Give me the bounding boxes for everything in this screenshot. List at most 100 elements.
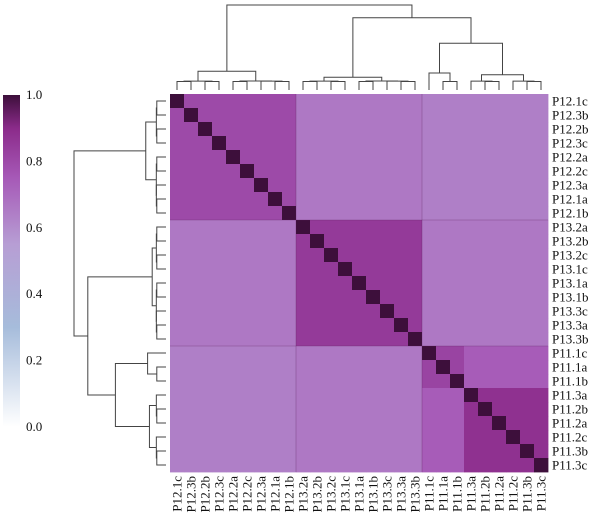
heatmap-cell [506, 276, 521, 291]
heatmap-cell [184, 430, 199, 445]
heatmap-cell [296, 248, 311, 263]
heatmap-cell [212, 318, 227, 333]
heatmap-cell [212, 94, 227, 109]
heatmap-cell [492, 178, 507, 193]
column-label: P12.3c [212, 476, 227, 512]
heatmap-cell [436, 290, 451, 305]
heatmap-cell [366, 332, 381, 347]
heatmap-cell [198, 430, 213, 445]
heatmap-cell [296, 178, 311, 193]
dendrogram-link [156, 366, 166, 382]
dendrogram-link [156, 254, 166, 270]
heatmap-cell [450, 108, 465, 123]
heatmap-cell [198, 290, 213, 305]
heatmap-cell [366, 122, 381, 137]
heatmap-cell [408, 402, 423, 417]
heatmap-cell [170, 262, 185, 277]
heatmap-cell [198, 178, 213, 193]
heatmap-cell [366, 164, 381, 179]
heatmap-cell [408, 136, 423, 151]
heatmap-cell [478, 430, 493, 445]
row-label: P13.1b [552, 290, 588, 305]
heatmap-cell [212, 430, 227, 445]
dendrogram-link [176, 81, 192, 90]
heatmap-cell [520, 220, 535, 235]
heatmap-cell [506, 94, 521, 109]
heatmap-cell [198, 304, 213, 319]
heatmap-cell [170, 346, 185, 361]
heatmap-cell [506, 430, 521, 445]
heatmap-cell [366, 304, 381, 319]
heatmap-cell [324, 458, 339, 473]
heatmap-cell [534, 458, 549, 473]
dendrogram-link [156, 128, 166, 144]
heatmap-cell [268, 304, 283, 319]
heatmap-cell [254, 164, 269, 179]
column-labels: P12.1c P12.3b P12.2b P12.3c P12.2a P12.2c P12.… [170, 476, 549, 513]
heatmap-cell [478, 192, 493, 207]
heatmap-cell [352, 318, 367, 333]
row-label: P13.3c [552, 304, 588, 319]
heatmap-cell [226, 402, 241, 417]
heatmap-cell [170, 290, 185, 305]
heatmap-cell [170, 220, 185, 235]
heatmap-cell [282, 276, 297, 291]
heatmap-cell [380, 360, 395, 375]
heatmap-cell [520, 360, 535, 375]
row-label: P11.3c [552, 458, 587, 473]
heatmap-cell [366, 388, 381, 403]
heatmap-cell [534, 332, 549, 347]
heatmap-cell [324, 178, 339, 193]
heatmap-cell [352, 276, 367, 291]
heatmap-cell [380, 150, 395, 165]
heatmap-cell [506, 192, 521, 207]
heatmap-cell [450, 150, 465, 165]
heatmap-cell [380, 206, 395, 221]
heatmap-cell [240, 290, 255, 305]
heatmap-cell [296, 290, 311, 305]
heatmap-cell [198, 122, 213, 137]
heatmap-cell [408, 304, 423, 319]
heatmap-cell [184, 374, 199, 389]
heatmap-cell [198, 458, 213, 473]
heatmap-cell [240, 304, 255, 319]
heatmap-cell [450, 318, 465, 333]
heatmap-cell [338, 108, 353, 123]
heatmap-cell [450, 234, 465, 249]
heatmap-cell [520, 374, 535, 389]
column-label: P12.2a [226, 476, 241, 512]
heatmap-cell [380, 248, 395, 263]
heatmap-cell [240, 388, 255, 403]
heatmap-cell [464, 234, 479, 249]
row-label: P13.1c [552, 262, 588, 277]
colorbar-tick-label: 1.0 [26, 87, 42, 102]
heatmap-cell [212, 276, 227, 291]
heatmap-cell [366, 318, 381, 333]
heatmap-cell [310, 458, 325, 473]
heatmap-cell [324, 416, 339, 431]
heatmap-cell [394, 276, 409, 291]
heatmap-cell [212, 178, 227, 193]
heatmap-cell [464, 360, 479, 375]
heatmap-cell [534, 164, 549, 179]
heatmap-cells [170, 94, 549, 473]
heatmap-cell [226, 248, 241, 263]
heatmap-cell [296, 374, 311, 389]
heatmap-cell [198, 276, 213, 291]
dendrogram-link [526, 81, 542, 90]
heatmap-cell [422, 164, 437, 179]
heatmap-cell [506, 318, 521, 333]
heatmap-cell [422, 234, 437, 249]
heatmap-cell [422, 220, 437, 235]
heatmap-cell [366, 178, 381, 193]
heatmap-cell [240, 248, 255, 263]
heatmap-cell [408, 192, 423, 207]
heatmap-cell [198, 192, 213, 207]
heatmap-cell [534, 94, 549, 109]
heatmap-cell [352, 444, 367, 459]
heatmap-cell [324, 206, 339, 221]
heatmap-cell [492, 332, 507, 347]
dendrogram-link [156, 226, 166, 242]
column-label: P11.2b [478, 476, 493, 512]
